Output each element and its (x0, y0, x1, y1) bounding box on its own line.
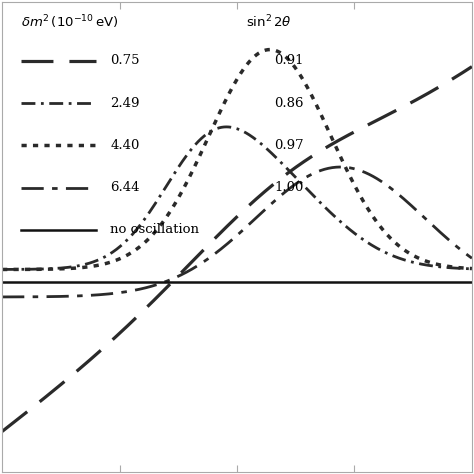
Text: 4.40: 4.40 (110, 139, 139, 152)
Text: 1.00: 1.00 (274, 181, 304, 194)
Text: no oscillation: no oscillation (110, 223, 199, 237)
Text: 2.49: 2.49 (110, 97, 140, 109)
Text: 0.97: 0.97 (274, 139, 304, 152)
Text: 6.44: 6.44 (110, 181, 140, 194)
Text: 0.91: 0.91 (274, 55, 304, 67)
Text: $\sin^2 2\theta$: $\sin^2 2\theta$ (246, 14, 292, 30)
Text: 0.86: 0.86 (274, 97, 304, 109)
Text: 0.75: 0.75 (110, 55, 140, 67)
Text: $\delta m^2\,(10^{-10}\,{\rm eV})$: $\delta m^2\,(10^{-10}\,{\rm eV})$ (21, 14, 118, 31)
